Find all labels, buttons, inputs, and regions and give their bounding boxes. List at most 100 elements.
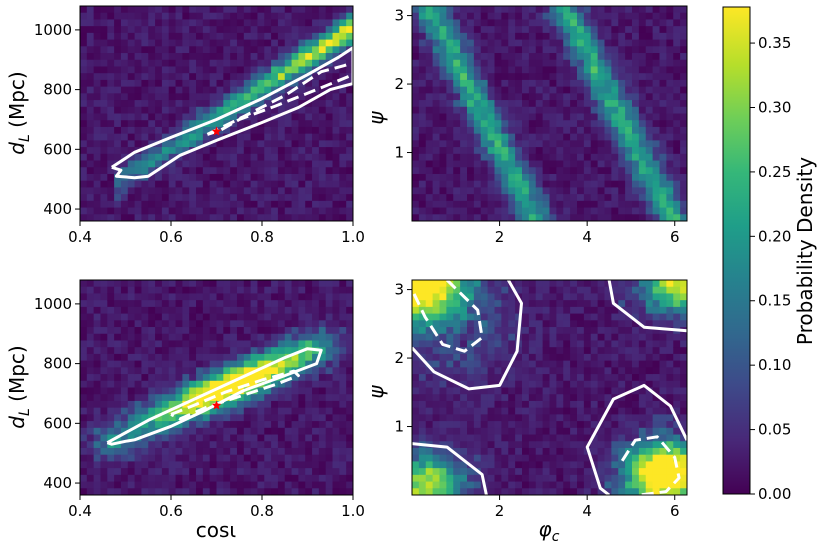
density-cell [480, 400, 489, 409]
density-cell [114, 200, 122, 209]
density-cell [556, 59, 564, 67]
density-cell [230, 434, 238, 442]
density-cell [155, 360, 163, 368]
density-cell [339, 414, 347, 422]
density-cell [597, 73, 605, 81]
density-cell [480, 126, 489, 135]
density-cell [528, 194, 537, 202]
density-cell [114, 367, 122, 375]
density-cell [618, 12, 626, 20]
density-cell [168, 140, 177, 148]
density-cell [467, 387, 475, 395]
density-cell [652, 180, 660, 188]
density-cell [522, 468, 530, 476]
density-cell [114, 360, 122, 368]
density-cell [673, 93, 681, 101]
density-cell [577, 59, 585, 67]
density-cell [439, 407, 447, 415]
density-cell [161, 46, 170, 54]
density-cell [460, 214, 468, 222]
density-cell [291, 488, 299, 496]
density-cell [590, 39, 599, 47]
density-cell [223, 32, 231, 41]
density-cell [577, 79, 585, 88]
density-cell [298, 180, 306, 188]
density-cell [284, 133, 293, 141]
density-cell [100, 26, 108, 34]
density-cell [189, 421, 197, 429]
density-cell [161, 387, 170, 395]
density-layer [412, 280, 688, 496]
density-cell [318, 93, 327, 101]
density-cell [332, 19, 340, 27]
density-cell [480, 46, 489, 54]
density-cell [243, 19, 252, 27]
density-cell [223, 53, 231, 61]
density-cell [230, 100, 238, 108]
density-cell [487, 427, 495, 436]
density-cell [432, 46, 440, 54]
density-cell [189, 387, 197, 395]
density-cell [508, 86, 516, 94]
density-cell [638, 360, 647, 368]
density-cell [652, 147, 660, 155]
density-cell [216, 46, 224, 54]
density-cell [264, 106, 272, 114]
density-cell [480, 421, 489, 429]
density-cell [148, 6, 156, 14]
density-cell [604, 414, 612, 422]
density-cell [556, 106, 564, 114]
density-cell [480, 394, 489, 402]
density-cell [618, 434, 626, 442]
density-cell [515, 113, 523, 121]
density-cell [161, 481, 170, 489]
density-cell [460, 26, 468, 34]
density-cell [250, 347, 258, 355]
density-cell [418, 66, 427, 74]
density-cell [625, 153, 633, 162]
density-cell [412, 421, 420, 429]
density-cell [93, 147, 101, 155]
density-cell [473, 347, 482, 355]
density-cell [556, 340, 564, 348]
density-cell [346, 313, 354, 321]
density-cell [467, 200, 475, 209]
density-cell [209, 100, 217, 108]
density-cell [291, 380, 299, 388]
density-cell [305, 367, 313, 375]
density-cell [501, 441, 509, 449]
density-cell [590, 300, 599, 308]
density-cell [487, 360, 495, 368]
density-cell [412, 113, 420, 121]
density-cell [645, 173, 654, 182]
density-cell [168, 19, 177, 27]
density-cell [250, 280, 258, 288]
density-cell [250, 113, 258, 121]
density-cell [494, 59, 502, 67]
density-cell [305, 160, 313, 168]
density-cell [291, 387, 299, 395]
density-cell [325, 461, 334, 469]
density-cell [542, 167, 550, 175]
density-cell [168, 474, 177, 483]
density-cell [86, 59, 95, 67]
density-cell [673, 53, 681, 61]
density-cell [583, 59, 592, 67]
density-cell [535, 468, 544, 476]
density-cell [501, 106, 509, 114]
density-cell [412, 320, 420, 328]
density-cell [312, 147, 320, 155]
density-cell [535, 488, 544, 496]
density-cell [522, 46, 530, 54]
density-cell [339, 367, 347, 375]
density-cell [583, 133, 592, 141]
density-cell [480, 106, 489, 114]
density-cell [604, 6, 612, 14]
density-cell [318, 280, 327, 288]
density-cell [168, 407, 177, 415]
density-cell [325, 280, 334, 288]
density-cell [230, 59, 238, 67]
density-cell [577, 434, 585, 442]
density-cell [460, 120, 468, 128]
density-cell [264, 66, 272, 74]
